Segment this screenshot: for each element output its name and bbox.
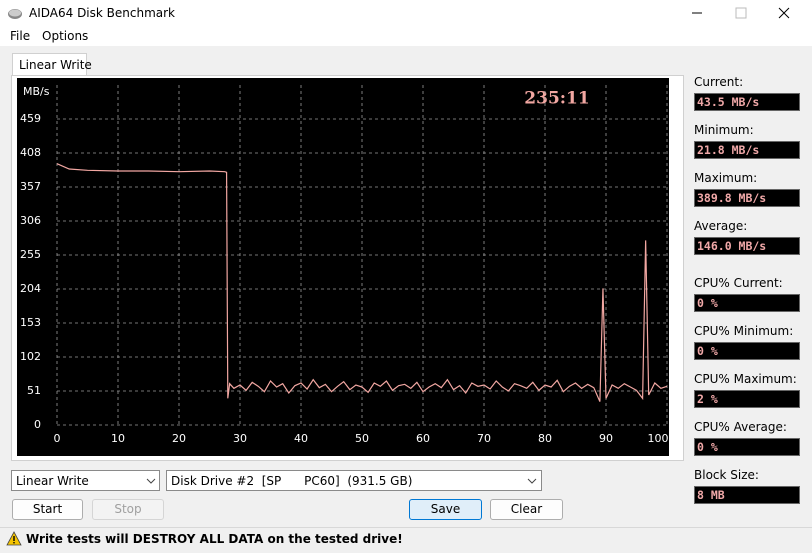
x-tick-label: 60 bbox=[416, 432, 430, 445]
y-tick-label: 408 bbox=[20, 146, 41, 159]
stat-label: Maximum: bbox=[694, 171, 758, 185]
y-tick-label: 0 bbox=[34, 418, 41, 431]
stat-label: CPU% Minimum: bbox=[694, 324, 794, 338]
clear-button[interactable]: Clear bbox=[490, 499, 563, 520]
chart: MB/s 235:11 0 51 102 153 204 255 306 357 408 459 0… bbox=[17, 78, 669, 456]
x-tick-label: 30 bbox=[233, 432, 247, 445]
dropdown-arrow bbox=[146, 478, 156, 484]
stat-label: Minimum: bbox=[694, 123, 754, 137]
y-axis-label: MB/s bbox=[23, 85, 50, 98]
y-tick-label: 204 bbox=[20, 282, 41, 295]
x-tick-label: 20 bbox=[172, 432, 186, 445]
y-tick-label: 153 bbox=[20, 316, 41, 329]
x-tick-label: 80 bbox=[538, 432, 552, 445]
stat-label: Average: bbox=[694, 219, 748, 233]
start-button[interactable]: Start bbox=[12, 499, 83, 520]
y-tick-label: 306 bbox=[20, 214, 41, 227]
x-tick-label: 70 bbox=[477, 432, 491, 445]
y-tick-label: 357 bbox=[20, 180, 41, 193]
y-tick-label: 459 bbox=[20, 112, 41, 125]
stat-value: 146.0 MB/s bbox=[694, 237, 800, 255]
x-tick-label: 0 bbox=[54, 432, 61, 445]
app-icon bbox=[8, 9, 22, 19]
stat-value: 2 % bbox=[694, 390, 800, 408]
y-tick-label: 255 bbox=[20, 248, 41, 261]
x-tick-label: 10 bbox=[111, 432, 125, 445]
stat-value: 21.8 MB/s bbox=[694, 141, 800, 159]
test-select[interactable]: Linear Write bbox=[11, 470, 160, 491]
window-title: AIDA64 Disk Benchmark bbox=[29, 6, 176, 20]
stat-label: Current: bbox=[694, 75, 744, 89]
title-bar bbox=[0, 0, 812, 28]
stat-value: 8 MB bbox=[694, 486, 800, 504]
stat-label: CPU% Average: bbox=[694, 420, 787, 434]
status-bar bbox=[0, 527, 812, 553]
stat-value: 0 % bbox=[694, 438, 800, 456]
menu-item[interactable]: File bbox=[10, 29, 31, 43]
warning-icon bbox=[6, 531, 22, 546]
x-tick-label: 40 bbox=[294, 432, 308, 445]
stat-label: Block Size: bbox=[694, 468, 759, 482]
stat-value: 389.8 MB/s bbox=[694, 189, 800, 207]
stat-value: 0 % bbox=[694, 294, 800, 312]
timer: 235:11 bbox=[524, 89, 589, 109]
stop-button: Stop bbox=[92, 499, 164, 520]
x-tick-label: 90 bbox=[599, 432, 613, 445]
stat-label: CPU% Maximum: bbox=[694, 372, 797, 386]
stat-value: 0 % bbox=[694, 342, 800, 360]
x-tick-label: 100 % bbox=[648, 432, 669, 445]
dropdown-arrow bbox=[527, 478, 537, 484]
menu-item[interactable]: Options bbox=[42, 29, 89, 43]
save-button[interactable]: Save bbox=[409, 499, 482, 520]
stat-label: CPU% Current: bbox=[694, 276, 783, 290]
window-controls[interactable] bbox=[680, 0, 812, 28]
stat-value: 43.5 MB/s bbox=[694, 93, 800, 111]
y-tick-label: 102 bbox=[20, 350, 41, 363]
x-tick-label: 50 bbox=[355, 432, 369, 445]
warning-text: Write tests will DESTROY ALL DATA on the… bbox=[26, 532, 403, 546]
menu-bar bbox=[0, 28, 812, 46]
drive-select[interactable]: Disk Drive #2 [SP PC60] (931.5 GB) bbox=[166, 470, 542, 491]
data-line bbox=[56, 163, 668, 402]
y-tick-label: 51 bbox=[27, 384, 41, 397]
tab[interactable]: Linear Write bbox=[12, 53, 92, 76]
